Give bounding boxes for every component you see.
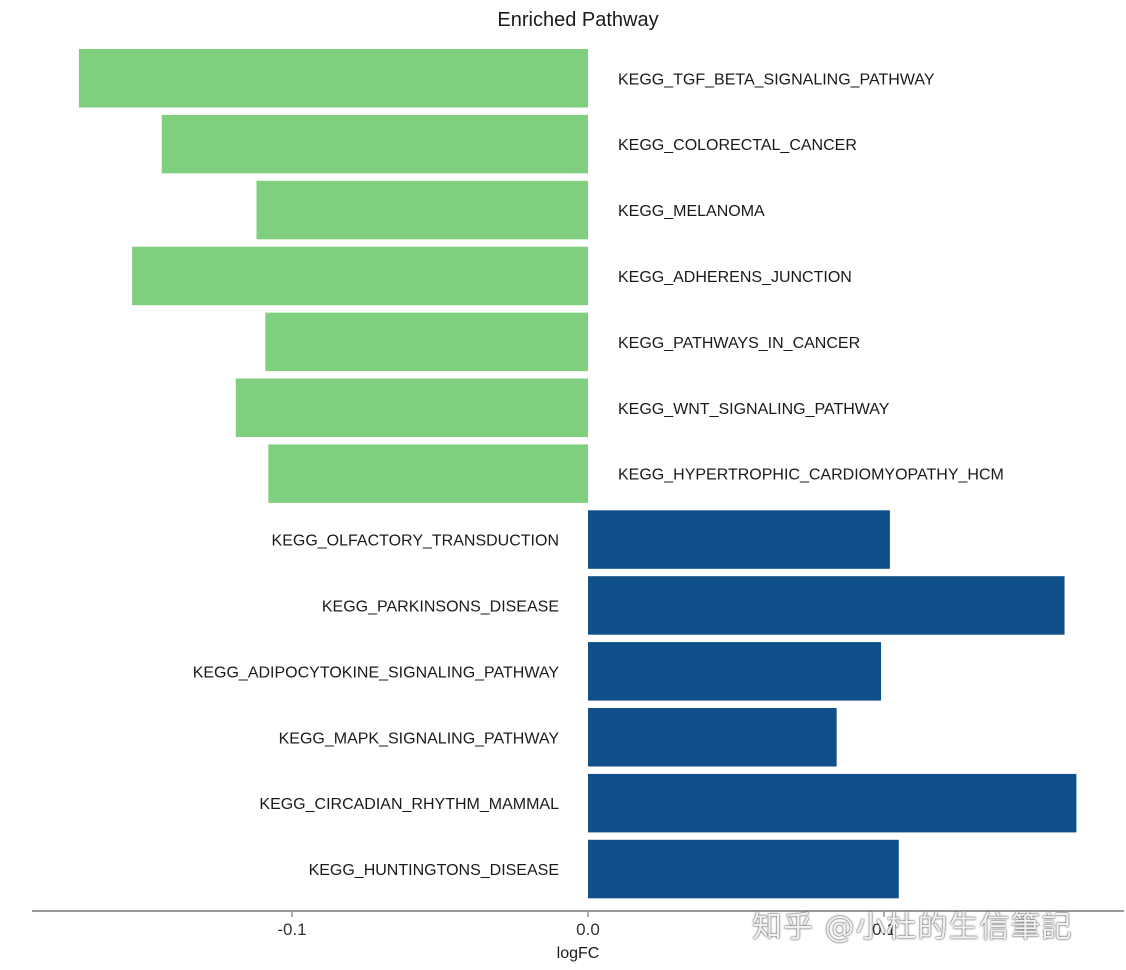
bar-kegg-huntingtons-disease <box>588 839 899 899</box>
x-ticks-group: -0.1 0.0 0.1 <box>277 911 896 939</box>
bar-kegg-adipocytokine-signaling-pathway <box>588 642 882 701</box>
bar-label: KEGG_CIRCADIAN_RHYTHM_MAMMAL <box>259 796 559 813</box>
bars-group <box>78 49 1077 899</box>
bar-label: KEGG_OLFACTORY_TRANSDUCTION <box>272 533 559 550</box>
x-tick-label: 0.1 <box>872 920 896 939</box>
watermark: 知乎 @小杜的生信筆記 <box>752 910 1073 945</box>
bar-label: KEGG_COLORECTAL_CANCER <box>618 137 857 154</box>
bar-label: KEGG_MELANOMA <box>618 203 765 220</box>
bar-label: KEGG_TGF_BETA_SIGNALING_PATHWAY <box>618 71 935 88</box>
bar-kegg-tgf-beta-signaling-pathway <box>78 49 588 108</box>
bar-kegg-olfactory-transduction <box>588 510 890 569</box>
bar-kegg-parkinsons-disease <box>588 576 1065 635</box>
bar-kegg-circadian-rhythm-mammal <box>588 773 1077 833</box>
bar-label: KEGG_HYPERTROPHIC_CARDIOMYOPATHY_HCM <box>618 467 1004 484</box>
bar-label: KEGG_HUNTINGTONS_DISEASE <box>309 862 559 879</box>
bar-kegg-melanoma <box>256 180 588 240</box>
bar-label: KEGG_ADIPOCYTOKINE_SIGNALING_PATHWAY <box>193 664 560 681</box>
bar-kegg-wnt-signaling-pathway <box>235 378 588 437</box>
bar-label: KEGG_PATHWAYS_IN_CANCER <box>618 335 860 352</box>
labels-group: KEGG_TGF_BETA_SIGNALING_PATHWAY KEGG_COLO… <box>193 71 1004 879</box>
bar-kegg-hypertrophic-cardiomyopathy-hcm <box>268 444 588 503</box>
bar-label: KEGG_PARKINSONS_DISEASE <box>322 598 559 615</box>
x-tick-label: -0.1 <box>277 920 306 939</box>
bar-kegg-colorectal-cancer <box>161 114 588 174</box>
bar-label: KEGG_WNT_SIGNALING_PATHWAY <box>618 401 890 418</box>
x-axis-label: logFC <box>557 945 600 962</box>
bar-kegg-mapk-signaling-pathway <box>588 708 837 767</box>
bar-label: KEGG_ADHERENS_JUNCTION <box>618 269 852 286</box>
bar-label: KEGG_MAPK_SIGNALING_PATHWAY <box>279 730 560 747</box>
bar-kegg-adherens-junction <box>132 246 588 306</box>
x-tick-label: 0.0 <box>576 920 600 939</box>
bar-kegg-pathways-in-cancer <box>265 312 588 372</box>
chart-title: Enriched Pathway <box>497 9 658 31</box>
